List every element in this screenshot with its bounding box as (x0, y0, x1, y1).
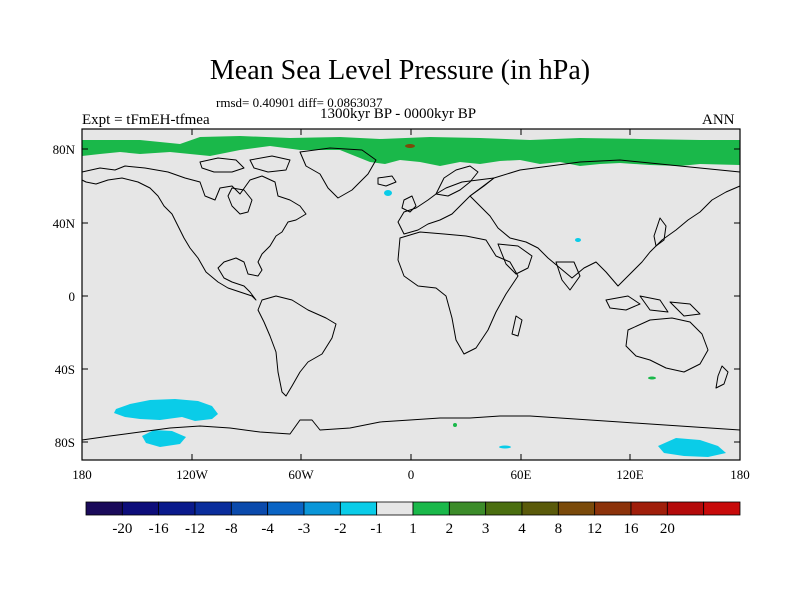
atlantic-negative-spot (384, 190, 392, 196)
antarctic-negative-anomaly-east (658, 438, 726, 457)
season-label: ANN (702, 112, 735, 128)
colorbar-label: 2 (446, 521, 454, 537)
lat-label-40n: 40N (53, 216, 76, 231)
colorbar-swatch (703, 501, 741, 516)
asia-negative-spot (575, 238, 581, 242)
lat-label-0: 0 (69, 289, 76, 304)
lon-label-0: 0 (408, 467, 415, 482)
colorbar-label: -4 (261, 521, 274, 537)
colorbar-swatch (485, 501, 523, 516)
lon-label-60w: 60W (288, 467, 314, 482)
lat-label-40s: 40S (55, 362, 75, 377)
colorbar-swatch (412, 501, 450, 516)
arctic-positive-anomaly (82, 136, 740, 166)
colorbar-swatch (230, 501, 269, 516)
antarctic-green-spot (453, 423, 457, 427)
colorbar-label: 12 (587, 521, 602, 537)
south-pacific-negative-anomaly (114, 399, 218, 421)
colorbar-swatch (267, 501, 305, 516)
colorbar-swatch (594, 501, 632, 516)
greenland-brown-spot (405, 144, 415, 148)
colorbar-swatch (339, 501, 378, 516)
colorbar-label: -16 (149, 521, 169, 537)
latitude-axis: 80N 40N 0 40S 80S (53, 142, 740, 450)
map-title: Mean Sea Level Pressure (in hPa) (209, 55, 591, 86)
lon-label-120e: 120E (616, 467, 644, 482)
colorbar-label: 20 (660, 521, 675, 537)
colorbar-label: -3 (298, 521, 311, 537)
southern-green-spot (648, 376, 656, 380)
colorbar-swatch (630, 501, 668, 516)
colorbar-swatch (158, 501, 196, 516)
colorbar-swatch (448, 501, 487, 516)
colorbar-label: 4 (518, 521, 526, 537)
coastlines (81, 147, 741, 441)
antarctic-negative-anomaly-west (142, 430, 186, 447)
colorbar-label: -8 (225, 521, 238, 537)
lat-label-80n: 80N (53, 142, 76, 157)
longitude-axis: 180 120W 60W 0 60E 120E 180 (72, 129, 750, 482)
lon-label-60e: 60E (511, 467, 532, 482)
southern-negative-spot (499, 445, 511, 449)
colorbar-swatch (194, 501, 232, 516)
stats-label: rmsd= 0.40901 diff= 0.0863037 (216, 95, 383, 110)
colorbar-label: 1 (409, 521, 417, 537)
colorbar-label: 8 (555, 521, 563, 537)
colorbar-swatch (376, 501, 414, 516)
lon-label-120w: 120W (176, 467, 209, 482)
lon-label-180w: 180 (72, 467, 92, 482)
colorbar-label: 16 (624, 521, 640, 537)
colorbar-swatch (521, 501, 559, 516)
experiment-label: Expt = tFmEH-tfmea (82, 112, 210, 128)
colorbar-swatch (557, 501, 596, 516)
period-label: 1300kyr BP - 0000kyr BP (320, 106, 477, 122)
colorbar-label: -12 (185, 521, 205, 537)
colorbar-label: -20 (112, 521, 132, 537)
lat-label-80s: 80S (55, 435, 75, 450)
colorbar-swatch (121, 501, 160, 516)
colorbar: -20 -16 -12 -8 -4 -3 -2 -1 1 2 3 4 8 12 16 20 (85, 501, 741, 537)
lon-label-180e: 180 (730, 467, 750, 482)
colorbar-swatch (303, 501, 341, 516)
colorbar-label: 3 (482, 521, 490, 537)
colorbar-swatch (85, 501, 123, 516)
colorbar-swatch (666, 501, 705, 516)
colorbar-label: -2 (334, 521, 347, 537)
colorbar-label: -1 (370, 521, 383, 537)
